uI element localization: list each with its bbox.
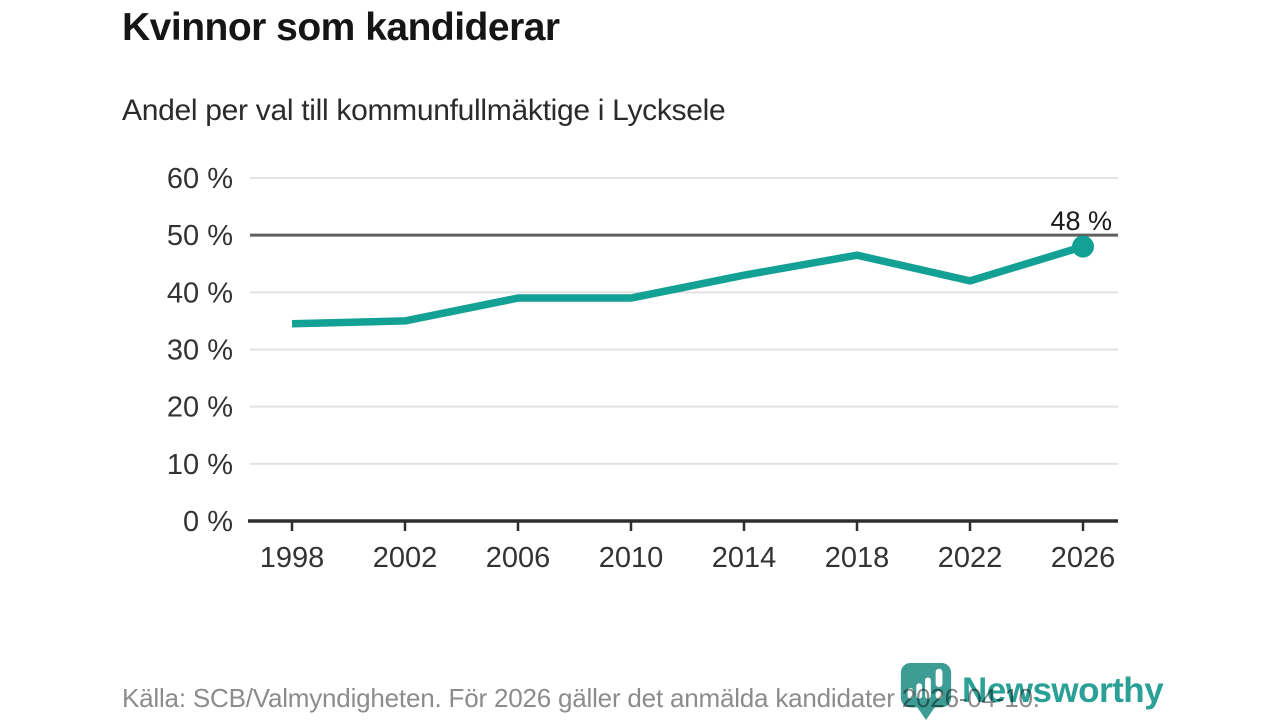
chart-title: Kvinnor som kandiderar (122, 6, 560, 49)
y-tick-label: 10 % (167, 449, 233, 481)
x-tick-label: 2006 (486, 542, 551, 574)
x-tick-label: 2022 (938, 542, 1003, 574)
newsworthy-logo-icon (900, 662, 952, 720)
y-tick-label: 30 % (167, 335, 233, 367)
y-tick-label: 0 % (183, 506, 233, 538)
logo-exclamation-bar (935, 668, 943, 688)
value-annotation: 48 % (1050, 206, 1112, 236)
series-end-dot (1072, 235, 1094, 258)
chart-subtitle: Andel per val till kommunfullmäktige i L… (122, 94, 726, 127)
x-tick-label: 1998 (260, 542, 325, 574)
series-line (291, 243, 1085, 328)
logo-bar-2 (916, 683, 923, 699)
y-tick-label: 20 % (167, 392, 233, 424)
y-tick-label: 40 % (167, 277, 233, 309)
x-tick-label: 2010 (599, 542, 664, 574)
source-note: Källa: SCB/Valmyndigheten. För 2026 gäll… (122, 683, 1040, 713)
x-tick-label: 2026 (1051, 542, 1116, 574)
newsworthy-logo: Newsworthy (897, 661, 1164, 720)
x-tick-label: 2014 (712, 542, 777, 574)
logo-bar-1 (907, 688, 914, 699)
logo-bar-3 (925, 677, 931, 699)
line-chart: 0 % 10 % 20 % 30 % 40 % 50 % 60 % 1998 2002 2006 2… (167, 163, 1118, 574)
logo-exclamation-dot (935, 690, 943, 699)
x-tick-label: 2002 (373, 542, 438, 574)
x-tick-label: 2018 (825, 542, 890, 574)
y-tick-label: 50 % (167, 220, 233, 252)
brand-name: Newsworthy (962, 670, 1164, 710)
y-tick-label: 60 % (167, 163, 233, 195)
